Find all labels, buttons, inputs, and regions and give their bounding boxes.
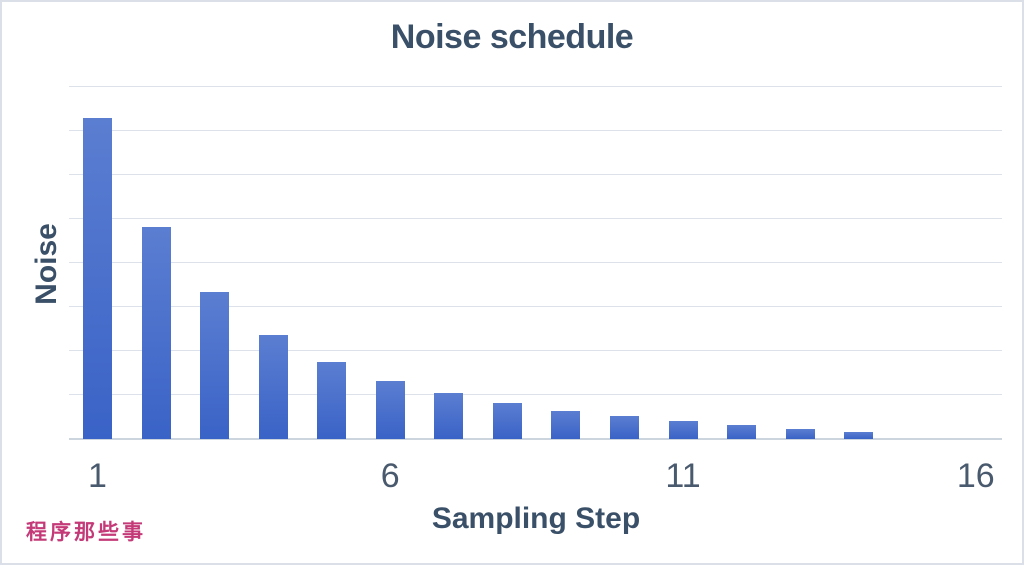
- x-axis-line: [69, 438, 1002, 440]
- gridline: [69, 262, 1002, 263]
- bar-step-3: [200, 292, 230, 439]
- gridline: [69, 306, 1002, 307]
- gridline: [69, 86, 1002, 87]
- bar-step-4: [258, 335, 288, 439]
- bar-step-11: [668, 420, 698, 439]
- gridline: [69, 218, 1002, 219]
- plot-area: [69, 86, 1002, 440]
- gridline: [69, 394, 1002, 395]
- bar-step-7: [434, 392, 464, 439]
- bar-step-2: [141, 226, 171, 439]
- x-tick-label-16: 16: [956, 457, 995, 495]
- bar-step-10: [609, 416, 639, 439]
- bar-step-14: [844, 431, 874, 439]
- x-tick-label-11: 11: [665, 457, 701, 495]
- bar-step-8: [492, 402, 522, 439]
- gridline: [69, 174, 1002, 175]
- bar-step-13: [785, 428, 815, 439]
- y-axis-title: Noise: [30, 223, 63, 305]
- bar-step-6: [375, 380, 405, 439]
- bar-step-12: [727, 424, 757, 439]
- chart-title: Noise schedule: [390, 18, 634, 56]
- watermark-text: 程序那些事: [26, 519, 146, 544]
- bar-step-5: [317, 362, 347, 439]
- x-tick-label-6: 6: [380, 457, 400, 495]
- x-axis-title: Sampling Step: [431, 502, 641, 535]
- bar-step-9: [551, 410, 581, 439]
- bar-step-1: [83, 117, 112, 439]
- x-tick-label-1: 1: [88, 457, 107, 495]
- gridline: [69, 130, 1002, 131]
- gridline: [69, 350, 1002, 351]
